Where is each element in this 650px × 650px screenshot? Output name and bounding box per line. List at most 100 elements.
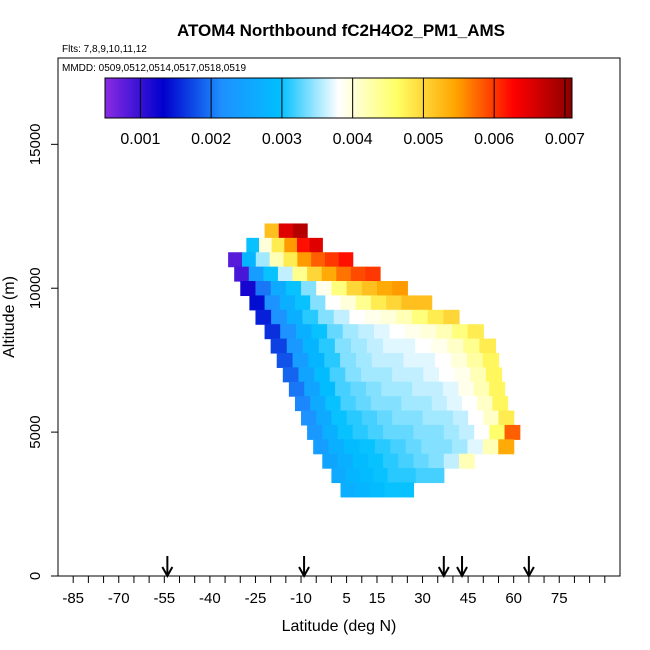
chart-subtitle-dates: MMDD: 0509,0512,0514,0517,0518,0519 [62, 63, 246, 74]
heatmap-cell [344, 439, 361, 455]
heatmap-cell [359, 468, 375, 484]
heatmap-cell [307, 424, 323, 440]
heatmap-cell [381, 381, 398, 397]
heatmap-cell [334, 338, 352, 354]
heatmap-cell [383, 453, 399, 469]
heatmap-cell [380, 309, 397, 325]
heatmap-cell [349, 309, 366, 325]
heatmap-cell [294, 396, 311, 412]
heatmap-cell [423, 367, 440, 383]
heatmap-cell [392, 281, 408, 297]
heatmap-cell [416, 396, 433, 412]
heatmap-cell [366, 338, 384, 354]
heatmap-cell [370, 396, 387, 412]
x-tick-label: 45 [460, 590, 477, 607]
heatmap-cell [292, 352, 310, 368]
heatmap-cell [435, 352, 452, 368]
heatmap-cell [298, 367, 315, 383]
heatmap-cell [376, 367, 393, 383]
heatmap-cell [361, 410, 378, 426]
heatmap-cell [384, 482, 400, 498]
heatmap-cell [450, 352, 468, 368]
heatmap-cell [386, 295, 402, 311]
heatmap-cell [477, 396, 494, 412]
heatmap-cell [365, 309, 382, 325]
heatmap-cell [355, 396, 372, 412]
heatmap-cell [383, 424, 399, 440]
x-tick-label: 60 [505, 590, 522, 607]
x-tick-label: -55 [153, 590, 175, 607]
heatmap-cell [328, 439, 345, 455]
latitude-arrows [161, 556, 535, 579]
heatmap-cell [302, 309, 319, 325]
heatmap-cell [263, 266, 279, 282]
heatmap-cell [373, 324, 391, 340]
heatmap-cell [246, 237, 260, 253]
heatmap-cell [350, 266, 367, 282]
heatmap-cell [255, 281, 272, 297]
heatmap-cell [474, 424, 490, 440]
heatmap-cell [415, 468, 431, 484]
heatmap-cell [259, 237, 273, 253]
heatmap-cell [284, 237, 298, 253]
heatmap-cell [482, 352, 500, 368]
heatmap-cell [352, 424, 369, 440]
plot-frame [57, 57, 621, 577]
heatmap-cell [294, 295, 311, 311]
heatmap-cell [318, 309, 335, 325]
heatmap-cell [396, 309, 413, 325]
heatmap-cell [383, 338, 400, 354]
heatmap-cell [352, 453, 369, 469]
heatmap-cell [485, 367, 503, 383]
heatmap-cell [367, 453, 384, 469]
x-tick-label: -25 [245, 590, 267, 607]
heatmap-cell [443, 424, 460, 440]
heatmap-cell [355, 295, 372, 311]
heatmap-cell [331, 468, 347, 484]
heatmap-cell [309, 237, 323, 253]
heatmap-cell [365, 381, 382, 397]
heatmap-cell [350, 381, 367, 397]
heatmap-cell [234, 266, 250, 282]
heatmap-cell [428, 424, 445, 440]
heatmap-cell [342, 324, 359, 340]
heatmap-cell [367, 424, 384, 440]
heatmap-cell [316, 281, 333, 297]
heatmap-cell [337, 453, 354, 469]
x-tick-label: 5 [342, 590, 350, 607]
heatmap-cells [228, 223, 521, 498]
heatmap-cell [467, 439, 484, 455]
heatmap-cell [447, 338, 464, 354]
heatmap-cell [489, 381, 506, 397]
heatmap-cell [412, 309, 429, 325]
heatmap-cell [452, 410, 469, 426]
heatmap-cell [279, 295, 296, 311]
heatmap-cell [466, 352, 484, 368]
heatmap-cell [498, 410, 515, 426]
x-tick-label: -70 [108, 590, 130, 607]
heatmap-cell [322, 453, 339, 469]
chart-title: ATOM4 Northbound fC2H4O2_PM1_AMS [177, 21, 505, 40]
heatmap-cell [340, 295, 357, 311]
y-axis: 0 5000 10000 15000 [27, 123, 58, 580]
heatmap-cell [392, 367, 409, 383]
heatmap-cell [271, 237, 285, 253]
heatmap-cell [403, 352, 420, 368]
heatmap-cell [282, 367, 300, 383]
heatmap-cell [401, 396, 418, 412]
heatmap-cell [345, 468, 361, 484]
x-tick-label: -40 [199, 590, 221, 607]
heatmap-cell [371, 352, 389, 368]
heatmap-cell [361, 281, 378, 297]
x-tick-label: 30 [414, 590, 431, 607]
heatmap-cell [398, 453, 415, 469]
heatmap-cell [452, 324, 469, 340]
heatmap-cell [280, 324, 297, 340]
heatmap-cell [439, 367, 456, 383]
heatmap-cell [292, 266, 308, 282]
heatmap-cell [346, 281, 363, 297]
heatmap-cell [240, 281, 257, 297]
heatmap-cell [458, 424, 475, 440]
heatmap-cell [374, 439, 391, 455]
heatmap-cell [307, 266, 323, 282]
